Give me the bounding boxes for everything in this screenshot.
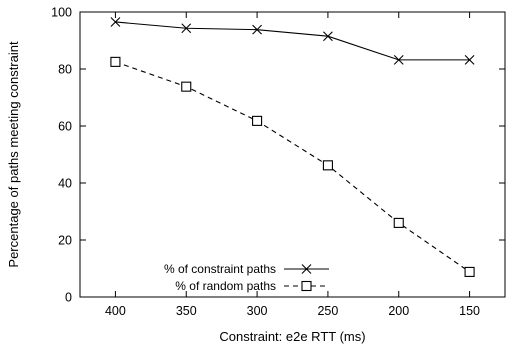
data-point	[110, 17, 121, 27]
legend-marker	[301, 264, 312, 274]
legend-label: % of constraint paths	[164, 262, 276, 276]
x-tick-label: 250	[317, 304, 338, 318]
y-tick-label: 40	[58, 177, 72, 191]
x-tick-label: 150	[459, 304, 480, 318]
data-point	[252, 115, 263, 126]
x-tick-label: 350	[176, 304, 197, 318]
data-point	[323, 31, 333, 42]
x-tick-label: 200	[388, 304, 409, 318]
series-line	[115, 61, 470, 273]
y-axis-label: Percentage of paths meeting constraint	[6, 41, 21, 268]
plot-area	[79, 11, 506, 298]
series-2	[110, 56, 475, 277]
data-point	[322, 160, 333, 171]
data-point	[181, 23, 192, 34]
y-tick-label: 80	[58, 63, 72, 77]
data-point	[393, 54, 404, 65]
y-tick-label: 20	[58, 234, 72, 248]
series-1	[110, 17, 475, 65]
legend: % of constraint paths % of random paths	[164, 262, 329, 293]
data-point	[110, 56, 121, 67]
series-line	[115, 21, 470, 61]
data-point	[181, 81, 192, 92]
plot-frame	[79, 11, 506, 298]
data-point	[464, 266, 475, 277]
x-axis-label: Constraint: e2e RTT (ms)	[219, 329, 365, 344]
axis-ticks: 0 20 40 60 80 100 400 350 300 250 200 150	[51, 6, 505, 318]
series-layer	[110, 17, 475, 277]
x-tick-label: 400	[105, 304, 126, 318]
legend-marker	[301, 280, 312, 292]
legend-label: % of random paths	[175, 279, 276, 293]
y-tick-label: 100	[51, 6, 72, 20]
data-point	[393, 217, 404, 228]
y-tick-label: 60	[58, 120, 72, 134]
data-point	[464, 54, 475, 65]
y-tick-label: 0	[65, 291, 72, 305]
x-tick-label: 300	[247, 304, 268, 318]
data-point	[252, 24, 262, 35]
